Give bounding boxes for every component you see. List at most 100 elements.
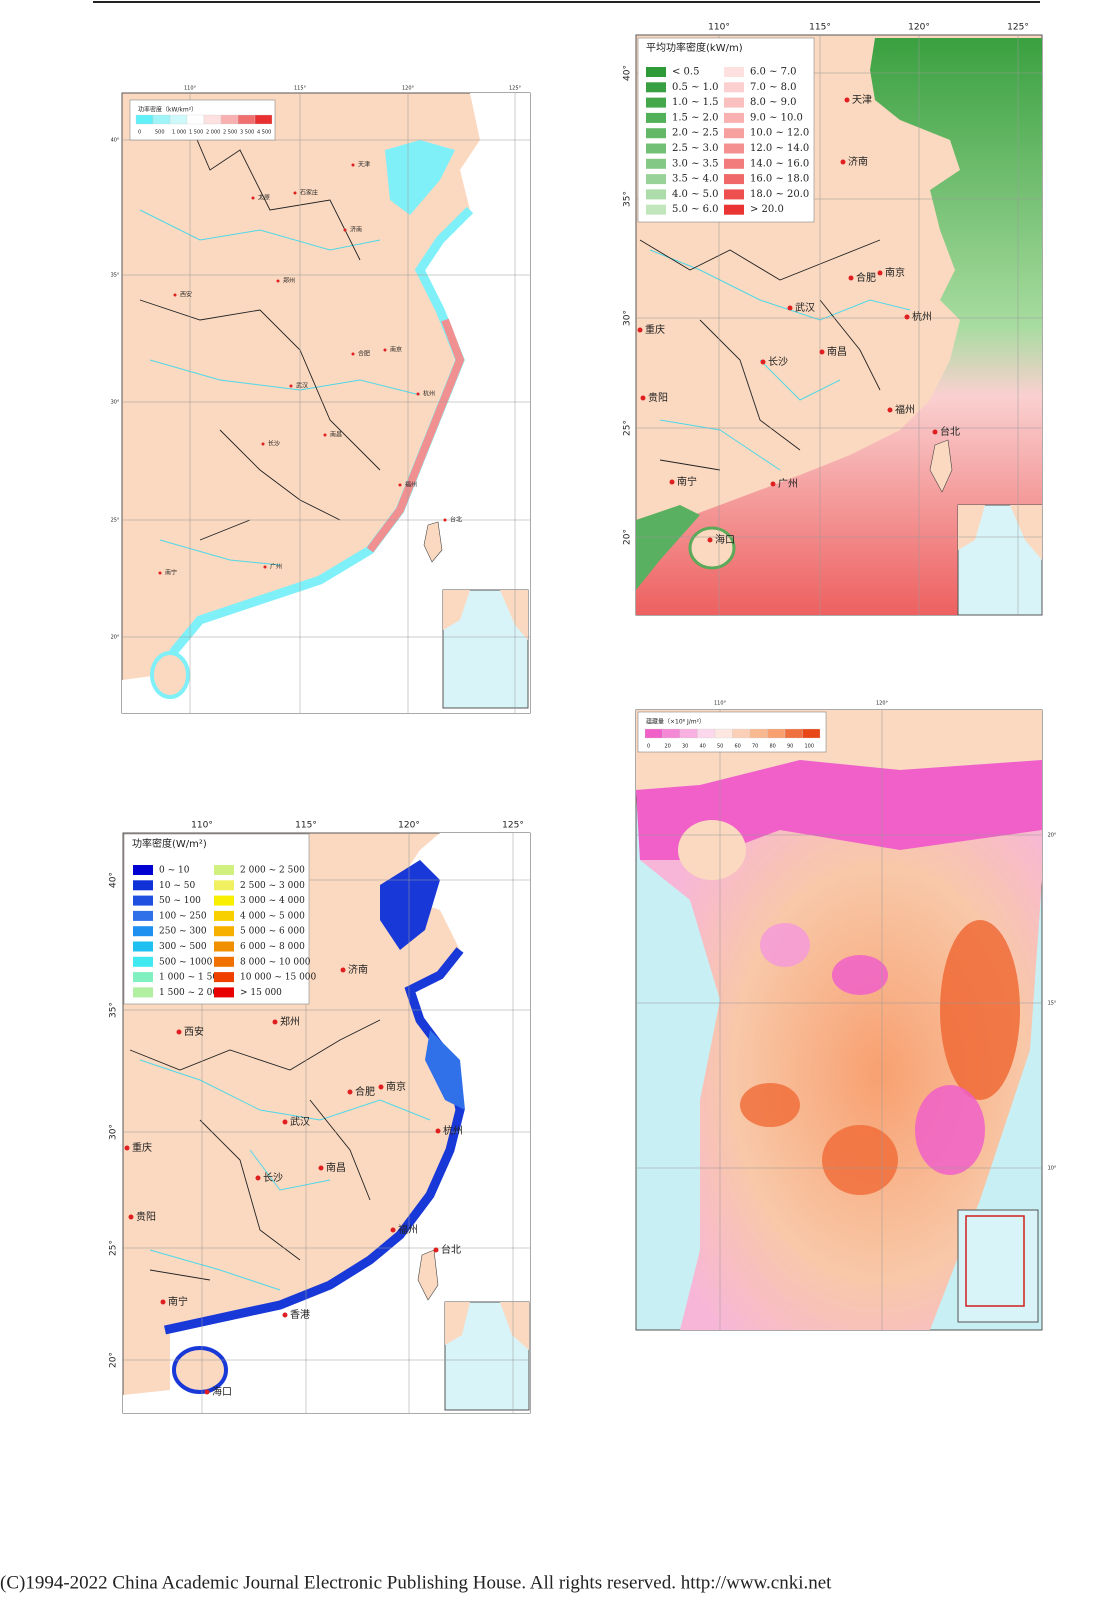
legend-swatch [724, 189, 744, 200]
legend-swatch [133, 941, 153, 952]
legend-label: 2 000 ~ 2 500 [240, 866, 305, 876]
bohai [385, 140, 455, 215]
legend-label: 18.0 ~ 20.0 [750, 189, 809, 200]
legend-label: 30 [682, 744, 688, 750]
legend-swatch [133, 880, 153, 891]
legend-swatch [133, 987, 153, 998]
place-label: 福州 [398, 1223, 418, 1236]
footer: (C)1994-2022 China Academic Journal Elec… [0, 1572, 832, 1593]
legend-label: 500 [155, 130, 165, 136]
legend-label: > 15 000 [240, 988, 282, 998]
city-marker [844, 97, 850, 103]
legend-label: 4.0 ~ 5.0 [672, 189, 719, 200]
legend-label: 250 ~ 300 [159, 927, 207, 937]
inset-land [958, 505, 1042, 560]
legend-swatch [135, 114, 154, 125]
city-marker [343, 228, 347, 232]
city-marker [176, 1029, 182, 1035]
legend-swatch [724, 82, 744, 93]
legend-label: 0.5 ~ 1.0 [672, 82, 719, 93]
place-label: 长沙 [268, 440, 280, 448]
legend-label: < 0.5 [672, 67, 699, 78]
map-4 [635, 709, 1043, 1331]
city-marker [443, 518, 447, 522]
lat-label: 25° [623, 420, 633, 436]
legend-label: 2.5 ~ 3.0 [672, 143, 719, 154]
city-marker [669, 479, 675, 485]
river [139, 1059, 431, 1291]
legend-swatch [646, 143, 666, 154]
city-marker [435, 1128, 441, 1134]
legend-swatch [724, 128, 744, 139]
legend-swatch [133, 895, 153, 906]
inset-land [443, 590, 528, 640]
place-label: 长沙 [263, 1172, 283, 1184]
legend-label: 10 ~ 50 [159, 881, 195, 891]
legend-swatch [724, 174, 744, 185]
legend-swatch [724, 143, 744, 154]
legend-swatch [214, 880, 234, 891]
lon-label: 125° [509, 86, 522, 92]
sea [122, 93, 530, 713]
city-marker [251, 196, 255, 200]
legend-label: 0 [138, 130, 141, 136]
legend-label: 16.0 ~ 18.0 [750, 174, 809, 185]
legend-title: 平均功率密度(kW/m) [646, 41, 743, 54]
coastal-band [425, 1030, 465, 1110]
hainan [172, 1346, 228, 1394]
city-marker [840, 159, 846, 165]
place-label: 杭州 [443, 1124, 463, 1137]
city-marker [416, 392, 420, 396]
legend-swatch [214, 972, 234, 983]
energy-blob [915, 1085, 985, 1175]
place-label: 海口 [715, 533, 735, 546]
legend-label: 10 000 ~ 15 000 [240, 973, 317, 983]
legend-label: 8 000 ~ 10 000 [240, 957, 311, 967]
legend-label: 300 ~ 500 [159, 942, 207, 952]
legend-swatch [749, 728, 768, 739]
legend-swatch [724, 112, 744, 123]
city-marker [351, 163, 355, 167]
place-label: 南京 [390, 346, 402, 354]
city-marker [770, 481, 776, 487]
place-label: 福州 [895, 403, 915, 416]
legend-swatch [220, 114, 239, 125]
city-marker [378, 1084, 384, 1090]
place-label: 台北 [441, 1243, 461, 1256]
place-label: 福州 [405, 481, 417, 489]
legend-swatch [646, 174, 666, 185]
legend-label: 0 ~ 10 [159, 866, 190, 876]
legend-swatch [646, 128, 666, 139]
legend-label: 0 [647, 744, 650, 750]
lon-label: 125° [1007, 23, 1029, 33]
city-marker [293, 191, 297, 195]
legend-swatch [724, 158, 744, 169]
legend-swatch [802, 728, 821, 739]
city-marker [351, 352, 355, 356]
legend-label: > 20.0 [750, 204, 784, 215]
legend-label: 1 500 ~ 2 000 [159, 988, 224, 998]
legend-label: 40 [700, 744, 706, 750]
place-label: 台北 [940, 425, 960, 438]
city-marker [640, 395, 646, 401]
place-label: 南京 [386, 1080, 406, 1093]
legend-title: 蕴藏量（×10⁸ J/m²） [646, 718, 705, 726]
legend-label: 1 500 [189, 130, 203, 136]
lat-label: 40° [623, 65, 633, 81]
city-marker [318, 1165, 324, 1171]
legend-label: 70 [752, 744, 758, 750]
place-label: 台北 [450, 516, 462, 524]
city-marker [128, 1214, 134, 1220]
city-marker [282, 1312, 288, 1318]
lat-label: 20° [623, 529, 633, 545]
sea-energy [636, 505, 700, 590]
legend-label: 50 [717, 744, 723, 750]
lat-label: 20° [109, 1352, 119, 1368]
city-marker [637, 327, 643, 333]
legend-swatch [724, 67, 744, 77]
legend-label: 8.0 ~ 9.0 [750, 97, 797, 108]
legend-swatch [724, 97, 744, 108]
energy-blob [832, 955, 888, 995]
place-label: 郑州 [280, 1015, 300, 1028]
hainan [150, 651, 190, 699]
